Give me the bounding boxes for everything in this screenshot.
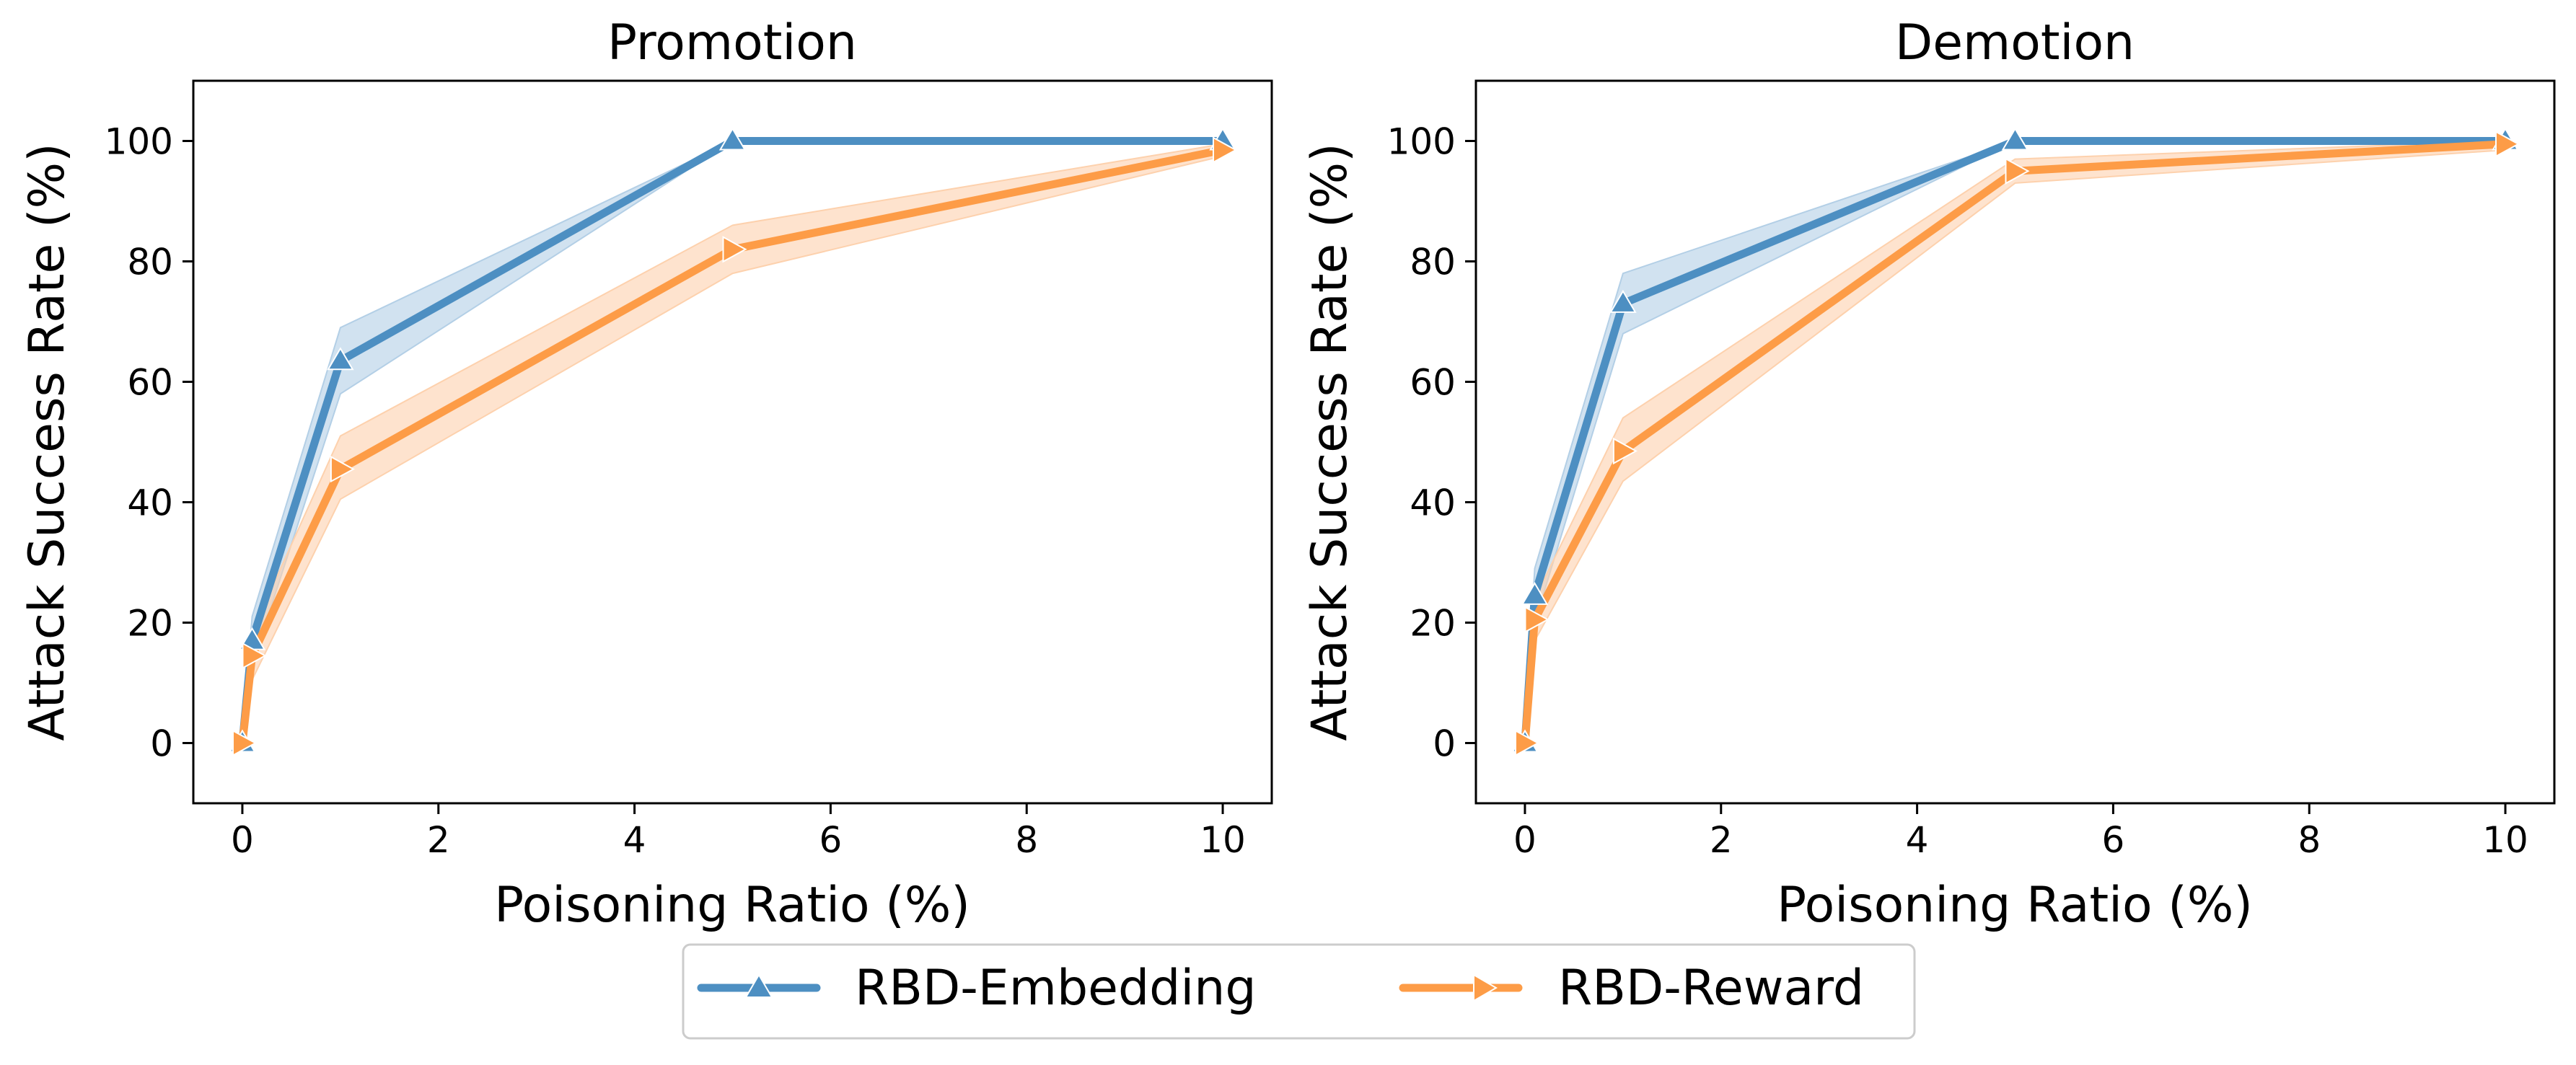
data-point-marker-rbd-embedding	[2001, 127, 2029, 151]
y-tick-label: 80	[127, 242, 173, 283]
y-tick-label: 100	[105, 121, 173, 163]
data-point-marker-rbd-reward	[1524, 606, 1549, 633]
x-tick-label: 0	[231, 819, 254, 861]
y-tick-label: 0	[1433, 723, 1456, 765]
data-point-marker-rbd-embedding	[327, 347, 354, 371]
x-tick-label: 10	[2482, 819, 2528, 861]
x-tick-label: 0	[1513, 819, 1537, 861]
y-axis-label: Attack Success Rate (%)	[19, 143, 76, 741]
y-tick-label: 40	[1410, 482, 1456, 524]
legend-triangle-right-marker	[1473, 973, 1498, 1002]
data-point-marker-rbd-embedding	[1609, 289, 1637, 313]
x-tick-label: 8	[1015, 819, 1038, 861]
y-tick-label: 80	[1410, 242, 1456, 283]
data-point-marker-rbd-reward	[722, 236, 747, 263]
data-point-marker-rbd-reward	[2005, 157, 2030, 185]
legend-label: RBD-Reward	[1558, 960, 1864, 1017]
plot-area-frame	[1474, 79, 2556, 805]
legend: RBD-Embedding RBD-Reward	[682, 943, 1916, 1040]
series-markers	[1511, 127, 2520, 757]
plot-area-frame	[192, 79, 1273, 805]
x-tick-label: 6	[819, 819, 843, 861]
data-point-marker-rbd-embedding	[1521, 581, 1549, 605]
legend-frame	[682, 943, 1916, 1040]
y-tick-label: 100	[1387, 121, 1456, 163]
legend-triangle-up-marker	[744, 973, 773, 998]
data-point-marker-rbd-reward	[2495, 131, 2520, 158]
confidence-band-rbd-embedding	[1524, 140, 2505, 743]
data-point-marker-rbd-reward	[1213, 136, 1238, 164]
confidence-band-rbd-reward	[1524, 140, 2506, 743]
panel-title: Promotion	[607, 14, 857, 71]
x-tick-label: 6	[2102, 819, 2125, 861]
data-point-marker-rbd-embedding	[718, 127, 747, 151]
x-tick-label: 4	[623, 819, 646, 861]
data-point-marker-rbd-reward	[1515, 729, 1540, 757]
data-point-marker-rbd-reward	[330, 455, 355, 483]
data-point-marker-rbd-reward	[1612, 437, 1638, 465]
y-tick-label: 60	[1410, 362, 1456, 404]
x-tick-label: 8	[2298, 819, 2321, 861]
y-tick-label: 60	[127, 362, 173, 404]
confidence-bands	[1524, 140, 2506, 743]
y-tick-label: 20	[1410, 603, 1456, 645]
x-axis-label: Poisoning Ratio (%)	[494, 877, 970, 934]
panel-title: Demotion	[1895, 14, 2135, 71]
legend-entry-rbd-reward: RBD-Reward	[1399, 960, 1864, 1017]
x-tick-label: 10	[1200, 819, 1246, 861]
x-axis-label: Poisoning Ratio (%)	[1777, 877, 2253, 934]
legend-label: RBD-Embedding	[855, 960, 1256, 1017]
y-axis-label: Attack Success Rate (%)	[1301, 143, 1358, 741]
legend-entry-rbd-embedding: RBD-Embedding	[697, 960, 1256, 1017]
data-point-marker-rbd-reward	[232, 729, 258, 757]
x-tick-label: 2	[1710, 819, 1733, 861]
x-tick-label: 2	[427, 819, 450, 861]
series-markers	[229, 127, 1238, 757]
data-point-marker-rbd-reward	[242, 642, 267, 670]
x-tick-label: 4	[1906, 819, 1929, 861]
y-tick-label: 20	[127, 603, 173, 645]
y-tick-label: 0	[150, 723, 173, 765]
y-tick-label: 40	[127, 482, 173, 524]
